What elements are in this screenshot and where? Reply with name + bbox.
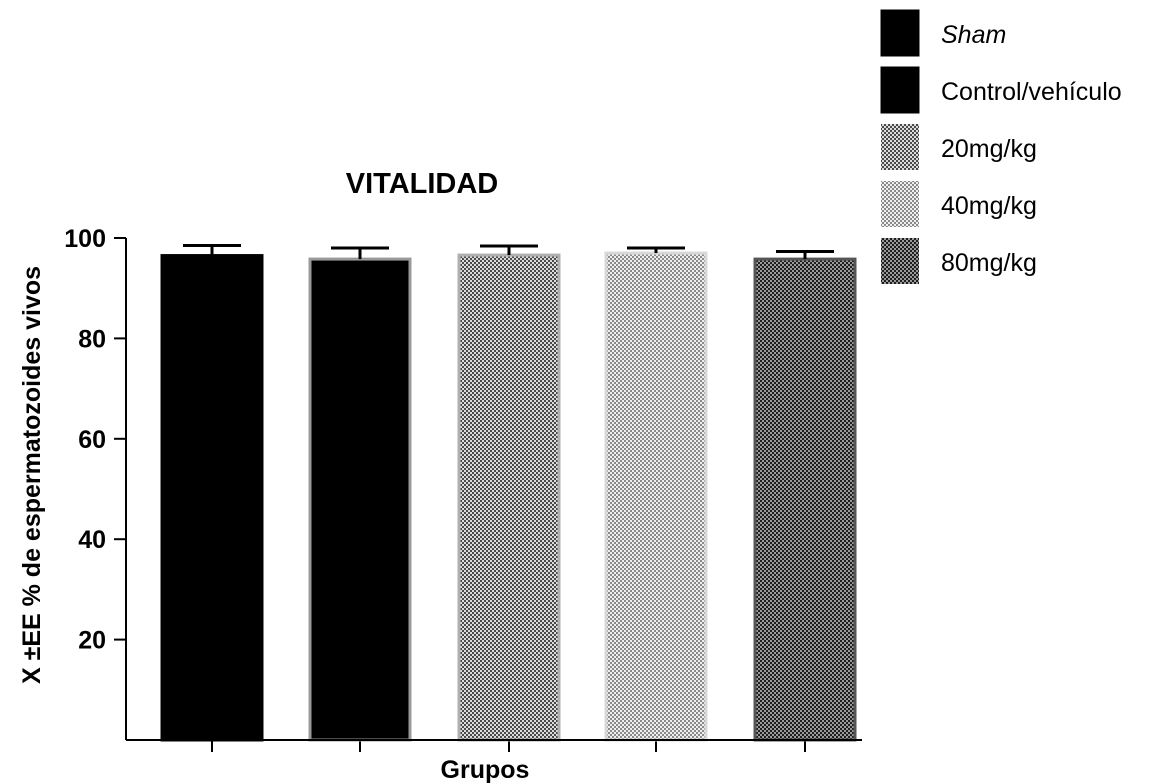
bar-1 [160, 254, 264, 742]
legend-swatch [881, 238, 919, 284]
legend-label: Sham [941, 21, 1006, 49]
legend-swatch [881, 181, 919, 227]
chart-title: VITALIDAD [346, 168, 499, 200]
legend-label: Control/vehículo [941, 78, 1122, 106]
bar-2 [308, 257, 412, 742]
legend-label: 80mg/kg [941, 249, 1037, 277]
y-axis-label: X ±EE % de espermatozoides vivos [18, 266, 46, 684]
bar-4 [604, 251, 708, 742]
y-tick-label: 60 [78, 426, 106, 454]
legend: Sham Control/vehículo 20mg/kg 40mg/kg 80mg/k… [880, 9, 1122, 284]
legend-swatch [880, 9, 920, 57]
legend-label: 20mg/kg [941, 135, 1037, 163]
y-tick-label: 40 [78, 526, 106, 554]
x-axis-label: Grupos [441, 756, 530, 783]
y-tick-label: 100 [64, 225, 106, 253]
bar-3 [457, 253, 561, 742]
legend-label: 40mg/kg [941, 192, 1037, 220]
y-tick-label: 20 [78, 627, 106, 655]
bar-5 [753, 257, 857, 742]
y-tick-label: 80 [78, 325, 106, 353]
legend-swatch [880, 66, 920, 114]
legend-swatch [881, 124, 919, 170]
